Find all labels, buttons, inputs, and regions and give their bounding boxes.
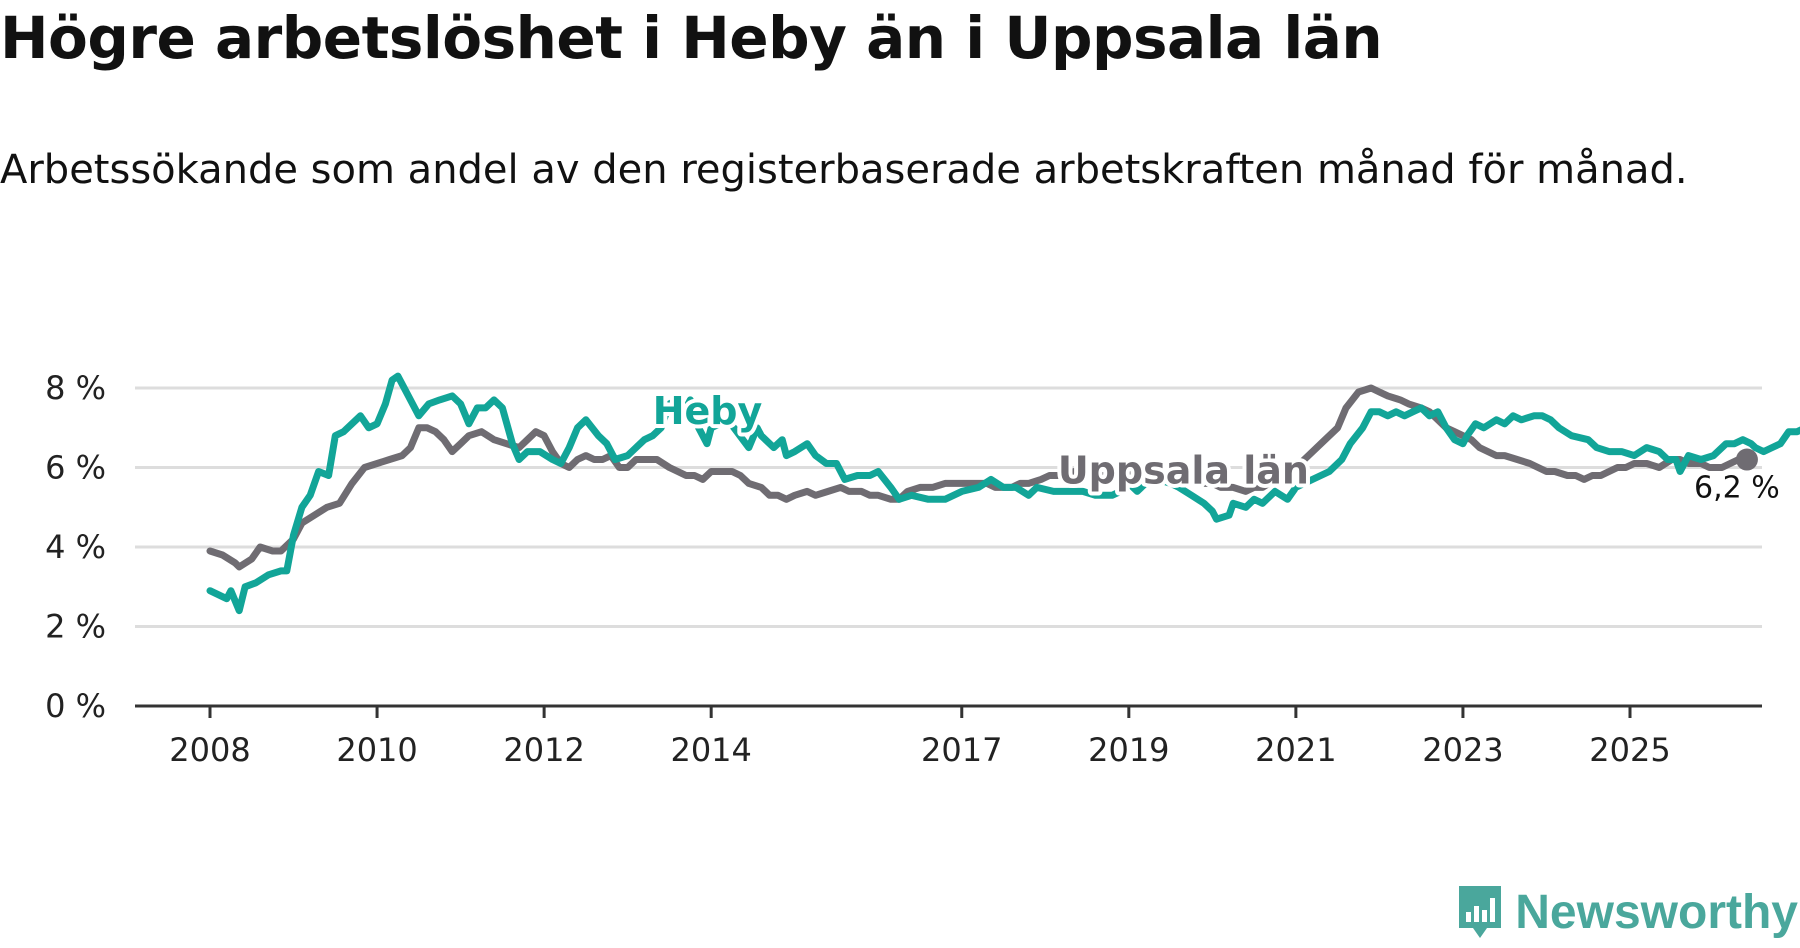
series-line-heby [206,372,1800,615]
x-tick-label: 2008 [169,731,250,769]
x-tick-label: 2023 [1422,731,1503,769]
y-tick-label: 8 % [45,369,106,407]
end-point-uppsala-lan [1735,448,1758,471]
newsworthy-logo: Newsworthy [1455,882,1798,942]
x-tick-label: 2012 [503,731,584,769]
y-tick-label: 4 % [45,528,106,566]
newsworthy-logo-icon [1459,886,1502,938]
series-label-heby: Heby [653,389,763,433]
x-tick-label: 2017 [921,731,1002,769]
end-value-label-uppsala-lan: 6,2 % [1694,471,1780,506]
chart-title: Högre arbetslöshet i Heby än i Uppsala l… [0,4,1383,72]
line-chart: 0 % 2 % 4 % 6 % 8 % 2008 2010 2012 2014 2017 2019 2… [45,369,1800,769]
y-tick-label: 0 % [45,687,106,725]
x-tick-label: 2010 [336,731,417,769]
newsworthy-logo-text: Newsworthy [1515,885,1798,939]
x-tick-label: 2021 [1255,731,1336,769]
x-tick-label: 2025 [1589,731,1670,769]
y-tick-label: 6 % [45,449,106,487]
y-tick-label: 2 % [45,608,106,646]
chart-subtitle: Arbetssökande som andel av den registerb… [0,147,1688,193]
x-tick-label: 2014 [670,731,751,769]
series-label-uppsala-lan: Uppsala län [1058,448,1309,492]
axes: 0 % 2 % 4 % 6 % 8 % 2008 2010 2012 2014 2017 2019 2… [45,369,1762,769]
x-tick-label: 2019 [1088,731,1169,769]
series-lines [206,372,1800,615]
